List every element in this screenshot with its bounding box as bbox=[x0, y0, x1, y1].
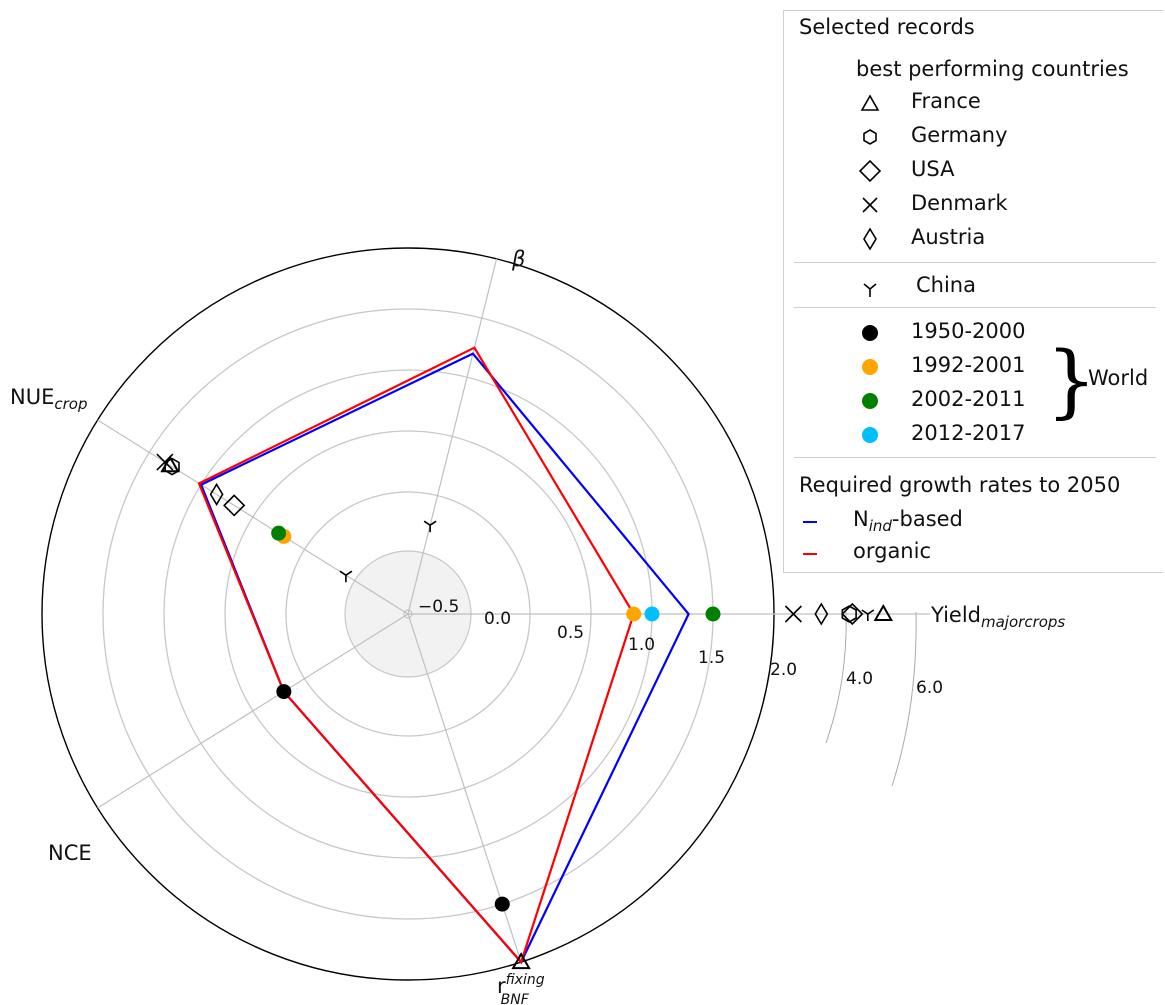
dot-icon bbox=[862, 393, 878, 409]
marker-austria-yield bbox=[814, 602, 829, 626]
radial-tick-label: 1.0 bbox=[628, 635, 655, 655]
hexagon-icon bbox=[863, 129, 877, 145]
legend-label: Nind-based bbox=[853, 507, 963, 536]
series-line bbox=[197, 346, 635, 965]
broken-axis-arc bbox=[891, 611, 917, 787]
legend-item-austria: Austria bbox=[784, 223, 1164, 255]
axis-label-nce: NCE bbox=[48, 841, 92, 865]
legend-item-usa: USA bbox=[784, 155, 1164, 187]
legend-label: Austria bbox=[911, 225, 986, 249]
legend-line-swatch bbox=[803, 521, 817, 523]
legend-item-required: organic bbox=[799, 539, 1159, 569]
axis-label-rbnf: rfixing BNF bbox=[497, 972, 545, 1005]
legend-separator bbox=[794, 457, 1156, 458]
legend-item-denmark: Denmark bbox=[784, 189, 1164, 221]
marker-china-beta bbox=[423, 520, 437, 533]
axis-line-beta bbox=[407, 258, 498, 615]
radial-tick-label: 0.5 bbox=[557, 623, 584, 643]
broken-axis-tick-label: 6.0 bbox=[916, 678, 943, 698]
legend-label: 2012-2017 bbox=[911, 421, 1026, 445]
radial-tick-label: 1.5 bbox=[698, 648, 725, 668]
marker-denmark-nue bbox=[156, 453, 174, 471]
legend-label-china: China bbox=[916, 273, 976, 297]
dot-icon bbox=[862, 359, 878, 375]
marker-usa-nue bbox=[223, 494, 246, 517]
legend-world-label: World bbox=[1088, 366, 1149, 390]
legend-item-china: China bbox=[784, 271, 1164, 303]
legend-subtitle: best performing countries bbox=[856, 57, 1129, 81]
legend-label: Denmark bbox=[911, 191, 1008, 215]
legend-label: 2002-2011 bbox=[911, 387, 1026, 411]
legend-label: organic bbox=[853, 539, 932, 563]
record-markers bbox=[156, 453, 894, 970]
marker-china-yield bbox=[861, 609, 875, 621]
legend-label: USA bbox=[911, 157, 955, 181]
marker-france-rbnf bbox=[511, 952, 531, 970]
legend-item-required: Nind-based bbox=[799, 507, 1159, 537]
legend-item-period: 1950-2000 bbox=[784, 317, 1164, 349]
radial-tick-label: 0.0 bbox=[484, 609, 511, 629]
axis-label-nue: NUEcrop bbox=[10, 385, 87, 413]
legend-label: 1950-2000 bbox=[911, 319, 1026, 343]
tri-icon bbox=[863, 283, 877, 297]
dot-icon bbox=[862, 325, 878, 341]
axis-label-beta: β bbox=[511, 247, 525, 271]
marker-china-nue bbox=[339, 570, 353, 583]
marker-usa-yield bbox=[841, 602, 864, 626]
marker-denmark-yield bbox=[784, 605, 802, 623]
thin-diamond-icon bbox=[863, 227, 877, 251]
legend-item-period: 2002-2011 bbox=[784, 385, 1164, 417]
legend-item-period: 1992-2001 bbox=[784, 351, 1164, 383]
axis-line-nue bbox=[97, 419, 409, 615]
marker-austria-nue bbox=[209, 482, 224, 506]
marker-1950-2000-nce bbox=[276, 684, 292, 700]
legend-label: Germany bbox=[911, 123, 1008, 147]
legend: Selected records best performing countri… bbox=[783, 10, 1163, 573]
diamond-icon bbox=[858, 159, 882, 183]
dot-icon bbox=[862, 427, 878, 443]
legend-line-swatch bbox=[803, 553, 817, 555]
broken-axis-tick-label: 4.0 bbox=[846, 669, 873, 689]
radial-tick-label: 2.0 bbox=[770, 660, 797, 680]
legend-separator bbox=[794, 307, 1156, 308]
axis-line-nce bbox=[97, 613, 409, 809]
world-brace: } bbox=[1046, 334, 1097, 427]
marker-2002-2011-nue bbox=[271, 525, 287, 541]
axis-label-yield: Yieldmajorcrops bbox=[930, 603, 1065, 631]
legend-separator bbox=[794, 262, 1156, 263]
marker-1992-2001-yield bbox=[626, 606, 642, 622]
radial-tick-label: −0.5 bbox=[418, 597, 459, 617]
legend-label: France bbox=[911, 89, 981, 113]
marker-2012-2017-yield bbox=[644, 606, 660, 622]
broken-axis-arc bbox=[825, 611, 847, 744]
legend-item-germany: Germany bbox=[784, 121, 1164, 153]
triangle-icon bbox=[860, 94, 880, 111]
legend-label: 1992-2001 bbox=[911, 353, 1026, 377]
marker-1950-2000-rbnf bbox=[494, 896, 510, 912]
marker-france-yield bbox=[873, 603, 894, 621]
radar-series bbox=[197, 346, 690, 965]
legend-required-title: Required growth rates to 2050 bbox=[799, 473, 1121, 497]
legend-item-period: 2012-2017 bbox=[784, 419, 1164, 451]
legend-item-france: France bbox=[784, 87, 1164, 119]
x-icon bbox=[862, 197, 878, 213]
marker-2002-2011-yield bbox=[705, 606, 721, 622]
legend-title: Selected records bbox=[799, 15, 975, 39]
